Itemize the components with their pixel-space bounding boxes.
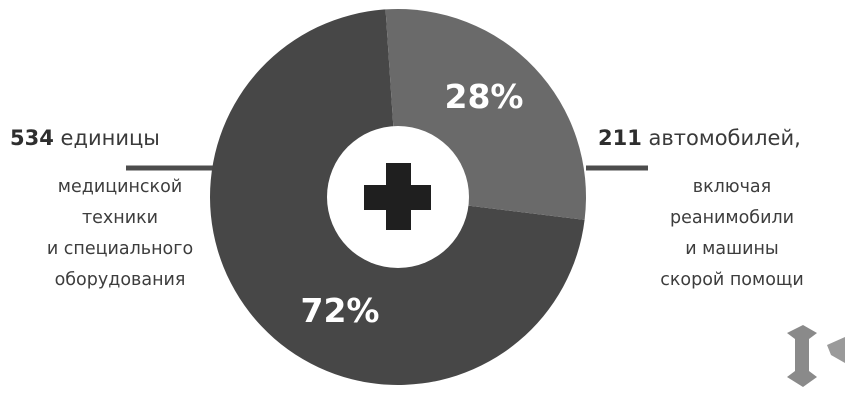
left-description: медицинской техники и специального обору… bbox=[20, 172, 220, 296]
slice-percent-label: 28% bbox=[445, 77, 524, 116]
left-callout-title: 534 единицы bbox=[10, 126, 160, 150]
left-title-text: единицы bbox=[53, 126, 160, 150]
left-number: 534 bbox=[10, 126, 54, 150]
right-number: 211 bbox=[598, 126, 642, 150]
right-title-text: автомобилей, bbox=[641, 126, 801, 150]
right-desc-line: включая bbox=[692, 177, 772, 197]
right-callout-title: 211 автомобилей, bbox=[598, 126, 801, 150]
left-desc-line: техники bbox=[81, 208, 159, 228]
right-description: включая реанимобили и машины скорой помо… bbox=[632, 172, 832, 296]
right-desc-line: реанимобили bbox=[669, 208, 795, 228]
right-desc-line: скорой помощи bbox=[660, 270, 804, 290]
medical-cross-icon bbox=[364, 163, 431, 230]
slice-percent-label: 72% bbox=[301, 291, 380, 330]
left-desc-line: и специального bbox=[46, 239, 194, 259]
right-desc-line: и машины bbox=[685, 239, 779, 259]
left-desc-line: оборудования bbox=[54, 270, 186, 290]
left-desc-line: медицинской bbox=[57, 177, 183, 197]
decorative-pillar-icon bbox=[787, 325, 845, 387]
